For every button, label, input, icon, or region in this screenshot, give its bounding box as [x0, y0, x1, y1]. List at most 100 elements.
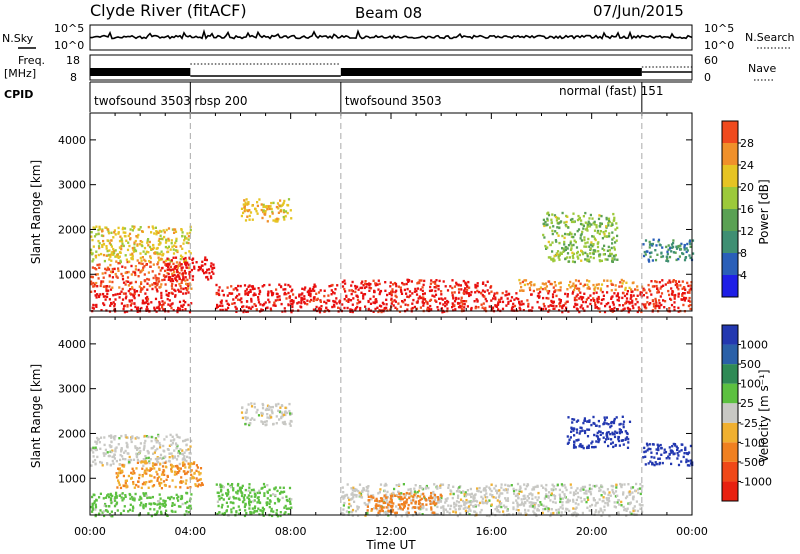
heatmap-cell [670, 451, 673, 454]
heatmap-cell [219, 308, 222, 312]
heatmap-cell [561, 211, 564, 215]
heatmap-cell [572, 235, 575, 239]
heatmap-cell [246, 496, 249, 499]
heatmap-cell [253, 406, 256, 409]
heatmap-cell [165, 263, 168, 267]
heatmap-cell [130, 302, 133, 305]
heatmap-cell [498, 494, 501, 497]
heatmap-cell [560, 514, 563, 517]
heatmap-cell [489, 488, 492, 491]
heatmap-cell [165, 238, 168, 241]
heatmap-cell [123, 484, 127, 488]
heatmap-cell [194, 484, 197, 487]
heatmap-cell [421, 286, 424, 289]
heatmap-cell [613, 248, 616, 251]
heatmap-cell [279, 406, 282, 409]
heatmap-cell [440, 506, 443, 509]
heatmap-cell [586, 445, 589, 449]
heatmap-cell [146, 308, 149, 311]
heatmap-cell [440, 297, 443, 300]
heatmap-cell [462, 300, 465, 303]
heatmap-cell [101, 464, 104, 467]
heatmap-cell [469, 503, 472, 506]
heatmap-cell [613, 306, 616, 310]
colorbar-swatch [722, 121, 738, 143]
heatmap-cell [399, 286, 402, 289]
heatmap-cell [100, 282, 103, 285]
heatmap-cell [241, 500, 245, 503]
heatmap-cell [268, 300, 271, 304]
heatmap-cell [421, 513, 424, 516]
heatmap-cell [584, 489, 588, 493]
heatmap-cell [117, 232, 120, 235]
heatmap-cell [168, 276, 171, 279]
heatmap-cell [349, 504, 352, 508]
heatmap-cell [169, 304, 172, 307]
heatmap-cell [345, 493, 348, 497]
heatmap-cell [554, 289, 557, 292]
heatmap-cell [385, 493, 388, 496]
heatmap-cell [575, 307, 578, 310]
heatmap-cell [142, 506, 145, 510]
heatmap-cell [491, 495, 494, 498]
heatmap-cell [597, 439, 600, 442]
heatmap-cell [441, 483, 445, 486]
heatmap-cell [356, 302, 359, 305]
heatmap-cell [171, 455, 174, 458]
heatmap-cell [442, 280, 445, 283]
heatmap-cell [672, 241, 675, 245]
heatmap-cell [464, 494, 467, 498]
heatmap-cell [561, 490, 564, 494]
heatmap-cell [391, 300, 394, 303]
heatmap-cell [188, 250, 191, 253]
heatmap-cell [437, 288, 440, 291]
heatmap-cell [589, 256, 592, 259]
heatmap-cell [579, 306, 582, 309]
colorbar-swatch [722, 344, 738, 365]
heatmap-cell [264, 301, 267, 304]
heatmap-cell [272, 201, 275, 205]
heatmap-cell [244, 203, 247, 206]
heatmap-cell [160, 257, 163, 261]
heatmap-cell [212, 272, 215, 275]
heatmap-cell [442, 511, 445, 514]
heatmap-cell [689, 242, 692, 246]
colorbar-tick-label: 500 [740, 358, 761, 371]
heatmap-cell [403, 298, 406, 302]
heatmap-cell [278, 492, 282, 495]
heatmap-cell [446, 510, 449, 513]
heatmap-cell [605, 416, 608, 419]
heatmap-cell [569, 491, 572, 494]
heatmap-cell [577, 289, 581, 292]
heatmap-cell [102, 280, 105, 283]
x-tick-labels: 00:00 04:00 08:00 12:00 16:00 20:00 00:00 [74, 525, 708, 538]
heatmap-cell [130, 476, 133, 480]
heatmap-cell [287, 303, 290, 306]
heatmap-cell [92, 303, 95, 307]
heatmap-cell [112, 301, 115, 304]
heatmap-cell [170, 452, 173, 455]
heatmap-cell [582, 284, 585, 288]
heatmap-cell [533, 283, 536, 287]
heatmap-cell [603, 244, 606, 247]
heatmap-cell [467, 280, 470, 284]
heatmap-cell [268, 505, 271, 509]
heatmap-cell [226, 488, 229, 492]
heatmap-cell [598, 259, 601, 262]
heatmap-cell [109, 263, 112, 267]
heatmap-cell [402, 493, 405, 496]
heatmap-cell [571, 284, 574, 288]
heatmap-cell [438, 497, 441, 501]
heatmap-cell [544, 487, 547, 491]
heatmap-cell [143, 458, 146, 461]
heatmap-cell [352, 495, 355, 499]
heatmap-cell [253, 490, 256, 493]
heatmap-cell [411, 306, 414, 310]
heatmap-cell [440, 494, 443, 498]
heatmap-cell [506, 488, 509, 491]
heatmap-cell [479, 490, 483, 494]
heatmap-cell [613, 432, 616, 436]
heatmap-cell [170, 239, 173, 242]
heatmap-cell [504, 294, 507, 297]
heatmap-cell [631, 304, 634, 307]
